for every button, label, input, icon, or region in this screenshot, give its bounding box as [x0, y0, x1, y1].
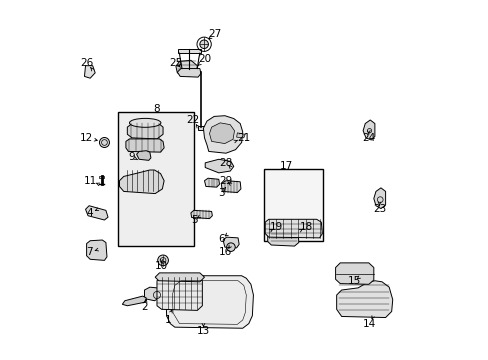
Polygon shape [165, 276, 253, 328]
Polygon shape [336, 281, 392, 318]
Circle shape [200, 40, 208, 49]
Polygon shape [176, 60, 197, 76]
Text: 28: 28 [219, 158, 232, 168]
Polygon shape [190, 210, 212, 219]
Text: 1: 1 [164, 315, 171, 325]
Text: 5: 5 [191, 215, 198, 225]
Text: 24: 24 [362, 133, 375, 143]
Polygon shape [203, 116, 242, 153]
Text: 11: 11 [83, 176, 97, 186]
Text: 22: 22 [186, 115, 199, 125]
Polygon shape [209, 123, 234, 144]
Polygon shape [335, 263, 373, 284]
Bar [198, 126, 203, 130]
Polygon shape [264, 219, 322, 238]
Text: 10: 10 [155, 261, 168, 271]
Circle shape [226, 243, 235, 251]
Polygon shape [157, 277, 202, 310]
Text: 17: 17 [280, 161, 293, 171]
Polygon shape [205, 159, 233, 173]
Text: 18: 18 [299, 222, 312, 232]
Ellipse shape [129, 118, 161, 127]
Bar [264, 169, 323, 241]
Polygon shape [125, 139, 164, 152]
Text: 14: 14 [362, 319, 375, 329]
Polygon shape [86, 240, 107, 260]
Text: 13: 13 [196, 326, 210, 336]
Circle shape [157, 255, 168, 266]
Polygon shape [363, 120, 374, 140]
Text: 27: 27 [208, 29, 222, 39]
Polygon shape [265, 227, 276, 235]
Text: 2: 2 [141, 302, 147, 312]
Polygon shape [177, 68, 201, 77]
Polygon shape [144, 287, 162, 301]
Polygon shape [84, 66, 95, 78]
Text: 26: 26 [80, 58, 93, 68]
Polygon shape [221, 181, 241, 193]
Text: 20: 20 [198, 54, 211, 64]
Bar [118, 112, 194, 246]
Polygon shape [155, 273, 204, 282]
Polygon shape [267, 229, 298, 246]
Polygon shape [85, 206, 108, 220]
Polygon shape [236, 133, 244, 138]
Polygon shape [122, 296, 146, 306]
Polygon shape [373, 188, 385, 208]
Text: 8: 8 [153, 104, 159, 113]
Polygon shape [204, 178, 219, 187]
Circle shape [99, 138, 109, 148]
Text: 12: 12 [80, 133, 93, 143]
Text: 21: 21 [237, 133, 250, 143]
Text: 19: 19 [269, 222, 283, 232]
Text: 4: 4 [87, 208, 93, 218]
Text: 16: 16 [219, 247, 232, 257]
Text: 6: 6 [218, 234, 224, 244]
Polygon shape [223, 237, 239, 248]
Text: 9: 9 [128, 152, 135, 162]
Polygon shape [136, 151, 151, 160]
Text: 3: 3 [218, 188, 224, 198]
Text: 7: 7 [85, 247, 92, 257]
Polygon shape [119, 170, 164, 194]
Bar [99, 176, 103, 178]
Polygon shape [178, 49, 201, 53]
Text: 15: 15 [347, 276, 361, 286]
Text: 29: 29 [219, 176, 232, 186]
Text: 23: 23 [372, 204, 386, 214]
Text: 25: 25 [169, 58, 182, 68]
Polygon shape [127, 122, 163, 139]
